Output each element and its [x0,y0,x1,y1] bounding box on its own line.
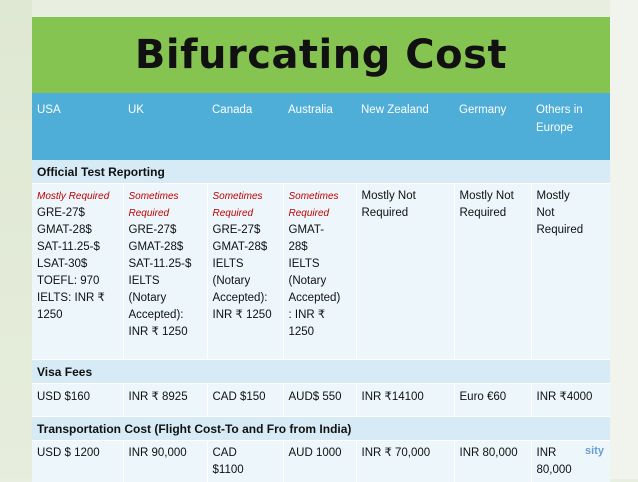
header-uk: UK [123,93,207,160]
header-australia: Australia [283,93,356,160]
test-cell-line: LSAT-30$ [37,256,119,273]
header-row: USA UK Canada Australia New Zealand Germ… [32,93,610,160]
test-cell-line: Required [460,205,527,222]
transport-cell-line: INR ₹ 70,000 [362,445,450,462]
test-cell-line: GMAT-28$ [129,239,203,256]
test-cell-line: INR ₹ 1250 [213,307,279,324]
section-title-visa: Visa Fees [32,360,610,384]
transport-cell-canada: CAD$1100 [207,441,283,482]
header-new-zealand: New Zealand [356,93,454,160]
section-row-transport: Transportation Cost (Flight Cost-To and … [32,417,610,441]
test-cell-line: GRE-27$ [37,205,119,222]
slide-right-strip [610,0,638,479]
header-canada: Canada [207,93,283,160]
visa-cell-uk: INR ₹ 8925 [123,384,207,417]
title-banner: Bifurcating Cost [32,17,610,93]
transport-cell-line: INR 80,000 [460,445,527,462]
test-cell-line: GRE-27$ [129,222,203,239]
transport-cell-australia: AUD 1000 [283,441,356,482]
cost-table: USA UK Canada Australia New Zealand Germ… [32,93,610,482]
transport-cell-line: AUD 1000 [289,445,352,462]
transport-cell-line: CAD [213,445,279,462]
transport-cell-germany: INR 80,000 [454,441,531,482]
transport-cell-line: USD $ 1200 [37,445,119,462]
test-cell-line: (Notary [289,273,352,290]
test-cell-line: Mostly Not [460,188,527,205]
test-cell-line: INR ₹ 1250 [129,324,203,341]
transport-cell-usa: USD $ 1200 [32,441,123,482]
test-cell-line: Accepted) [289,290,352,307]
test-cell-line: IELTS [213,256,279,273]
slide-title: Bifurcating Cost [135,32,507,78]
visa-cell-canada: CAD $150 [207,384,283,417]
visa-row: USD $160 INR ₹ 8925 CAD $150 AUD$ 550 IN… [32,384,610,417]
transport-cell-line: INR 90,000 [129,445,203,462]
test-cell-line: Mostly [537,188,607,205]
transport-cell-new-zealand: INR ₹ 70,000 [356,441,454,482]
visa-cell-others: INR ₹4000 [531,384,610,417]
requirement-status: Sometimes Required [289,188,352,222]
requirement-status: Mostly Required [37,188,119,205]
header-germany: Germany [454,93,531,160]
test-cell-line: : INR ₹ [289,307,352,324]
test-cell-line: SAT-11.25-$ [129,256,203,273]
section-title-official-test: Official Test Reporting [32,160,610,184]
test-cell-line: Required [362,205,450,222]
test-cell-line: Not [537,205,607,222]
test-cell-line: (Notary [129,290,203,307]
section-row-official-test: Official Test Reporting [32,160,610,184]
section-title-transport: Transportation Cost (Flight Cost-To and … [32,417,610,441]
test-cell-line: Required [537,222,607,239]
test-cell-line: IELTS [129,273,203,290]
watermark-text: sity [585,445,604,457]
test-cell-line: Mostly Not [362,188,450,205]
requirement-status: Sometimes Required [213,188,279,222]
header-others-in-europe: Others in Europe [531,93,610,160]
transport-cell-line: 80,000 [537,462,607,479]
test-cell-line: 1250 [289,324,352,341]
test-cell-line: SAT-11.25-$ [37,239,119,256]
test-cell-line: 28$ [289,239,352,256]
test-cell-line: Accepted): [129,307,203,324]
test-cell-line: 1250 [37,307,119,324]
transport-cell-uk: INR 90,000 [123,441,207,482]
requirement-status: Sometimes Required [129,188,203,222]
test-cell-line: (Notary [213,273,279,290]
test-cell-line: IELTS [289,256,352,273]
test-cell-line: GMAT-28$ [37,222,119,239]
visa-cell-germany: Euro €60 [454,384,531,417]
test-cell-line: Accepted): [213,290,279,307]
test-cell-line: GMAT- [289,222,352,239]
section-row-visa: Visa Fees [32,360,610,384]
test-cell-line: GMAT-28$ [213,239,279,256]
transport-cell-line: $1100 [213,462,279,479]
header-usa: USA [32,93,123,160]
visa-cell-australia: AUD$ 550 [283,384,356,417]
test-cell-line: IELTS: INR ₹ [37,290,119,307]
visa-cell-new-zealand: INR ₹14100 [356,384,454,417]
slide-left-strip [0,0,32,479]
test-cell-line: TOEFL: 970 [37,273,119,290]
visa-cell-usa: USD $160 [32,384,123,417]
test-cell-line: GRE-27$ [213,222,279,239]
